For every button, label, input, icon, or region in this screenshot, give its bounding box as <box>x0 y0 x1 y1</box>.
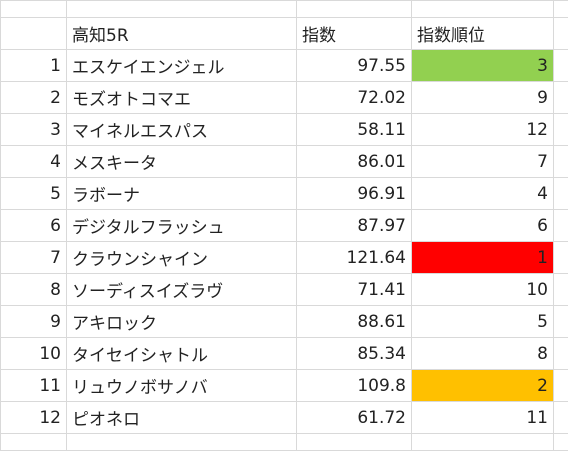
cell[interactable] <box>553 177 568 210</box>
cell[interactable] <box>553 433 568 451</box>
cell[interactable] <box>553 113 568 146</box>
cell[interactable] <box>553 49 568 82</box>
header-row: 高知5R 指数 指数順位 <box>0 17 568 50</box>
rank-cell[interactable]: 2 <box>411 369 554 402</box>
row-number-cell[interactable]: 6 <box>0 209 67 242</box>
cell[interactable] <box>553 209 568 242</box>
index-value-cell[interactable]: 121.64 <box>296 241 412 274</box>
rank-cell[interactable]: 4 <box>411 177 554 210</box>
cell[interactable] <box>66 433 297 451</box>
table-row: 12 ピオネロ 61.72 11 <box>0 401 568 434</box>
rank-cell[interactable]: 12 <box>411 113 554 146</box>
horse-name-cell[interactable]: マイネルエスパス <box>66 113 297 146</box>
row-number-cell[interactable]: 1 <box>0 49 67 82</box>
row-number-cell[interactable]: 12 <box>0 401 67 434</box>
index-value-cell[interactable]: 109.8 <box>296 369 412 402</box>
table-row: 1 エスケイエンジェル 97.55 3 <box>0 49 568 82</box>
cell[interactable] <box>66 0 297 18</box>
index-value-cell[interactable]: 97.55 <box>296 49 412 82</box>
horse-name-cell[interactable]: モズオトコマエ <box>66 81 297 114</box>
horse-name-cell[interactable]: メスキータ <box>66 145 297 178</box>
cell[interactable] <box>553 241 568 274</box>
index-value-cell[interactable]: 86.01 <box>296 145 412 178</box>
data-grid: 高知5R 指数 指数順位 1 エスケイエンジェル 97.55 3 2 モズオトコマエ 72.… <box>0 0 568 451</box>
row-number-cell[interactable]: 7 <box>0 241 67 274</box>
horse-name-cell[interactable]: タイセイシャトル <box>66 337 297 370</box>
rank-cell[interactable]: 11 <box>411 401 554 434</box>
row-number-cell[interactable]: 11 <box>0 369 67 402</box>
cell[interactable] <box>553 369 568 402</box>
horse-name-cell[interactable]: デジタルフラッシュ <box>66 209 297 242</box>
cell[interactable] <box>0 433 67 451</box>
table-row: 2 モズオトコマエ 72.02 9 <box>0 81 568 114</box>
rank-cell[interactable]: 5 <box>411 305 554 338</box>
horse-name-cell[interactable]: エスケイエンジェル <box>66 49 297 82</box>
row-number-cell[interactable]: 8 <box>0 273 67 306</box>
horse-name-cell[interactable]: リュウノボサノバ <box>66 369 297 402</box>
row-number-cell[interactable]: 2 <box>0 81 67 114</box>
table-row: 8 ソーディスイズラヴ 71.41 10 <box>0 273 568 306</box>
cell[interactable] <box>553 273 568 306</box>
horse-name-cell[interactable]: ピオネロ <box>66 401 297 434</box>
rank-cell[interactable]: 7 <box>411 145 554 178</box>
rank-cell[interactable]: 1 <box>411 241 554 274</box>
cell[interactable] <box>411 433 554 451</box>
cell[interactable] <box>553 401 568 434</box>
table-row: 6 デジタルフラッシュ 87.97 6 <box>0 209 568 242</box>
cell[interactable] <box>0 0 67 18</box>
table-row: 3 マイネルエスパス 58.11 12 <box>0 113 568 146</box>
header-index-cell[interactable] <box>0 17 67 50</box>
index-value-cell[interactable]: 96.91 <box>296 177 412 210</box>
index-value-cell[interactable]: 88.61 <box>296 305 412 338</box>
index-value-cell[interactable]: 61.72 <box>296 401 412 434</box>
rank-cell[interactable]: 9 <box>411 81 554 114</box>
table-row: 10 タイセイシャトル 85.34 8 <box>0 337 568 370</box>
bottom-spacer-row <box>0 433 568 451</box>
horse-name-cell[interactable]: アキロック <box>66 305 297 338</box>
row-number-cell[interactable]: 9 <box>0 305 67 338</box>
table-row: 11 リュウノボサノバ 109.8 2 <box>0 369 568 402</box>
horse-name-cell[interactable]: ソーディスイズラヴ <box>66 273 297 306</box>
cell[interactable] <box>553 0 568 18</box>
index-value-cell[interactable]: 58.11 <box>296 113 412 146</box>
cell[interactable] <box>553 17 568 50</box>
table-row: 7 クラウンシャイン 121.64 1 <box>0 241 568 274</box>
index-value-cell[interactable]: 71.41 <box>296 273 412 306</box>
cell[interactable] <box>553 145 568 178</box>
cell[interactable] <box>553 81 568 114</box>
index-value-cell[interactable]: 87.97 <box>296 209 412 242</box>
index-value-cell[interactable]: 85.34 <box>296 337 412 370</box>
horse-name-cell[interactable]: クラウンシャイン <box>66 241 297 274</box>
row-number-cell[interactable]: 3 <box>0 113 67 146</box>
cell[interactable] <box>296 0 412 18</box>
row-number-cell[interactable]: 5 <box>0 177 67 210</box>
table-row: 4 メスキータ 86.01 7 <box>0 145 568 178</box>
index-value-cell[interactable]: 72.02 <box>296 81 412 114</box>
table-row: 9 アキロック 88.61 5 <box>0 305 568 338</box>
table-row: 5 ラボーナ 96.91 4 <box>0 177 568 210</box>
cell[interactable] <box>411 0 554 18</box>
rank-cell[interactable]: 8 <box>411 337 554 370</box>
cell[interactable] <box>553 337 568 370</box>
rank-cell[interactable]: 6 <box>411 209 554 242</box>
header-index-value-cell[interactable]: 指数 <box>296 17 412 50</box>
top-spacer-row <box>0 0 568 18</box>
header-rank-cell[interactable]: 指数順位 <box>411 17 554 50</box>
rank-cell[interactable]: 3 <box>411 49 554 82</box>
rank-cell[interactable]: 10 <box>411 273 554 306</box>
header-name-cell[interactable]: 高知5R <box>66 17 297 50</box>
cell[interactable] <box>553 305 568 338</box>
horse-name-cell[interactable]: ラボーナ <box>66 177 297 210</box>
row-number-cell[interactable]: 10 <box>0 337 67 370</box>
cell[interactable] <box>296 433 412 451</box>
row-number-cell[interactable]: 4 <box>0 145 67 178</box>
